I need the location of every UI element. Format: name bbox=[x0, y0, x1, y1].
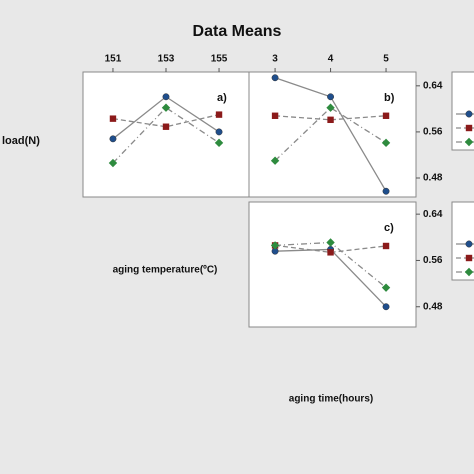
marker bbox=[271, 74, 279, 82]
marker bbox=[326, 238, 335, 247]
marker bbox=[327, 93, 335, 101]
legend-marker bbox=[465, 110, 473, 118]
marker bbox=[270, 241, 280, 250]
panel-label: c) bbox=[384, 222, 394, 234]
marker bbox=[327, 116, 334, 124]
y-tick-label: 0.64 bbox=[423, 209, 443, 220]
x-tick-label: 153 bbox=[158, 54, 175, 65]
y-tick-label: 0.56 bbox=[423, 127, 443, 138]
series-line bbox=[112, 113, 220, 128]
marker bbox=[381, 138, 391, 148]
marker bbox=[270, 156, 280, 165]
y-tick-label: 0.48 bbox=[423, 301, 443, 312]
marker bbox=[382, 112, 390, 119]
marker bbox=[382, 303, 390, 311]
marker bbox=[327, 249, 334, 256]
marker bbox=[109, 115, 117, 122]
panel bbox=[82, 71, 250, 198]
series-line bbox=[275, 115, 387, 121]
marker bbox=[109, 135, 117, 143]
marker bbox=[108, 158, 118, 168]
marker bbox=[215, 128, 223, 136]
panel bbox=[248, 71, 417, 198]
x-axis-label: aging temperature(ºC) bbox=[113, 265, 218, 276]
panel-label: a) bbox=[217, 92, 227, 104]
marker bbox=[215, 111, 223, 118]
marker bbox=[382, 187, 390, 195]
y-tick-label: 0.64 bbox=[423, 80, 443, 91]
legend-marker bbox=[465, 240, 473, 248]
marker bbox=[162, 123, 170, 130]
marker bbox=[382, 242, 390, 250]
legend-marker bbox=[465, 254, 473, 262]
legend-marker bbox=[464, 267, 474, 277]
marker bbox=[326, 103, 335, 112]
marker bbox=[162, 93, 170, 101]
x-tick-label: 5 bbox=[383, 54, 389, 65]
panel bbox=[248, 201, 417, 328]
legend-marker bbox=[465, 124, 473, 132]
marker bbox=[381, 283, 391, 292]
y-axis-label: load(N) bbox=[2, 135, 40, 147]
panel-label: b) bbox=[384, 92, 395, 104]
x-axis-label: aging time(hours) bbox=[289, 394, 373, 405]
marker bbox=[214, 138, 224, 148]
series-line bbox=[112, 106, 220, 164]
x-tick-label: 3 bbox=[272, 54, 278, 65]
x-tick-label: 4 bbox=[328, 54, 334, 65]
legend-marker bbox=[464, 137, 474, 147]
x-tick-label: 155 bbox=[211, 54, 228, 65]
y-tick-label: 0.48 bbox=[423, 173, 443, 184]
x-tick-label: 151 bbox=[105, 54, 122, 65]
series-line bbox=[274, 106, 387, 162]
marker bbox=[271, 112, 279, 119]
y-tick-label: 0.56 bbox=[423, 255, 443, 266]
series-line bbox=[274, 244, 387, 254]
chart-title: Data Means bbox=[193, 23, 282, 40]
marker bbox=[161, 103, 171, 112]
